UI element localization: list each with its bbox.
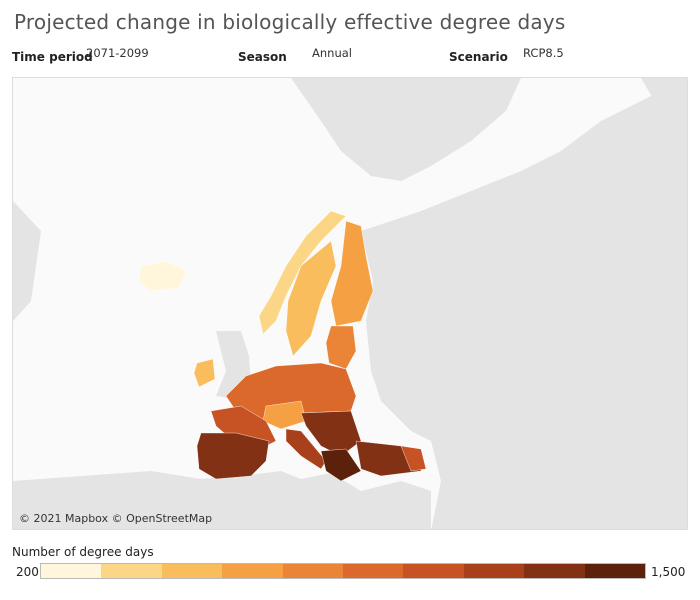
legend-swatch [463,564,525,578]
legend-swatch [161,564,223,578]
filter-label: Time period [12,50,93,64]
legend-swatch [101,564,162,578]
legend-bar [40,563,646,579]
filter-value[interactable]: 2071-2099 [86,46,149,60]
filter-label: Season [238,50,287,64]
legend-swatch [343,564,404,578]
map-canvas [13,78,687,529]
filter-value[interactable]: RCP8.5 [523,46,564,60]
title: Projected change in biologically effecti… [14,10,566,34]
legend-swatch [524,564,585,578]
legend-swatch [41,564,102,578]
legend-max: 1,500 [651,565,686,579]
land [13,78,687,529]
legend-swatch [222,564,283,578]
legend-swatch [282,564,344,578]
legend-title: Number of degree days [12,545,154,559]
filter-value[interactable]: Annual [312,46,352,60]
regions [138,210,427,482]
map[interactable]: © 2021 Mapbox © OpenStreetMap [12,77,688,530]
legend-swatch [403,564,464,578]
legend-swatch [584,564,646,578]
map-attribution[interactable]: © 2021 Mapbox © OpenStreetMap [19,512,213,525]
legend-min: 200 [16,565,39,579]
filter-label: Scenario [449,50,508,64]
